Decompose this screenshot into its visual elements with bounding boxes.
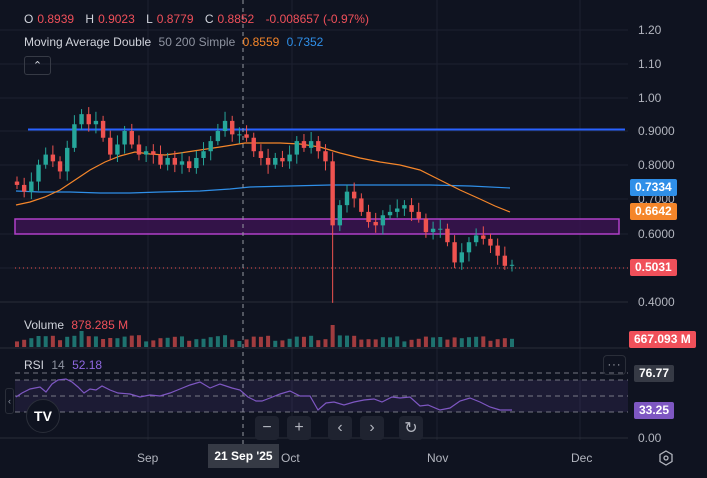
reset-chart-button[interactable]: ↻ [399,416,423,440]
ma200-price-badge: 0.7334 [630,179,677,196]
more-icon: ··· [607,359,622,371]
expand-left-panel-button[interactable]: ‹ [5,388,14,414]
zoom-out-button[interactable]: − [255,416,279,440]
logo-text: TV [34,408,52,424]
ma200-line [15,184,511,194]
ma-indicator-params: 50 200 Simple [158,35,236,49]
more-options-button[interactable]: ··· [603,355,626,375]
plus-icon: + [294,419,304,436]
high-label: H [85,12,95,26]
settings-button[interactable] [659,451,673,465]
price-tick: 0.9000 [638,124,675,138]
open-value: 0.8939 [37,12,75,26]
price-tick: 0.4000 [638,295,675,309]
ohlc-legend: O 0.8939 H 0.9023 L 0.8779 C 0.8852 -0.00865… [24,12,373,26]
crosshair-date-label: 21 Sep '25 [208,444,279,468]
volume-value: 878.285 M [71,318,129,332]
ma50-line [15,142,511,213]
price-tick: 0.6000 [638,227,675,241]
reset-icon: ↻ [404,420,418,437]
chevron-left-icon: ‹ [337,419,343,436]
rsi-label: RSI [24,358,45,372]
price-tick: 0.8000 [638,158,675,172]
gear-icon [659,450,673,466]
high-value: 0.9023 [98,12,135,26]
price-tick: 1.00 [638,91,662,105]
price-tick: 1.20 [638,23,662,37]
collapse-legend-button[interactable]: ⌃ [24,56,51,75]
rsi-value: 52.18 [72,358,103,372]
time-label-nov: Nov [427,451,449,465]
ma-legend[interactable]: Moving Average Double 50 200 Simple 0.85… [24,35,327,49]
last-price-badge: 0.5031 [630,259,677,276]
price-candles [14,107,515,303]
volume-label: Volume [24,318,65,332]
close-label: C [204,12,214,26]
low-value: 0.8779 [156,12,194,26]
volume-badge: 667.093 M [629,331,696,348]
tradingview-logo[interactable]: TV [26,399,60,433]
support-zone-rectangle [14,218,620,235]
open-label: O [24,12,34,26]
time-label-dec: Dec [571,451,593,465]
rsi-legend[interactable]: RSI 14 52.18 [24,358,106,372]
rsi-value-badge: 33.25 [634,402,675,419]
ma50-price-badge: 0.6642 [630,203,677,220]
time-label-sep: Sep [137,451,159,465]
minus-icon: − [262,419,272,436]
price-change: -0.008657 (-0.97%) [265,12,369,26]
scroll-left-button[interactable]: ‹ [328,416,352,440]
rsi-tick: 0.00 [638,431,662,445]
chevron-left-icon: ‹ [8,396,11,406]
ma200-value: 0.7352 [286,35,324,49]
time-label-oct: Oct [281,451,300,465]
scroll-right-button[interactable]: › [360,416,384,440]
zoom-in-button[interactable]: + [287,416,311,440]
ma-indicator-name: Moving Average Double [24,35,152,49]
low-label: L [146,12,153,26]
rsi-upper-badge: 76.77 [634,365,675,382]
rsi-length: 14 [51,358,65,372]
volume-legend[interactable]: Volume 878.285 M [24,318,132,332]
rsi-line [15,378,512,411]
ma50-value: 0.8559 [242,35,280,49]
close-value: 0.8852 [217,12,255,26]
chevron-up-icon: ⌃ [32,60,43,72]
price-tick: 1.10 [638,57,662,71]
chevron-right-icon: › [369,419,375,436]
volume-bars [15,325,514,347]
